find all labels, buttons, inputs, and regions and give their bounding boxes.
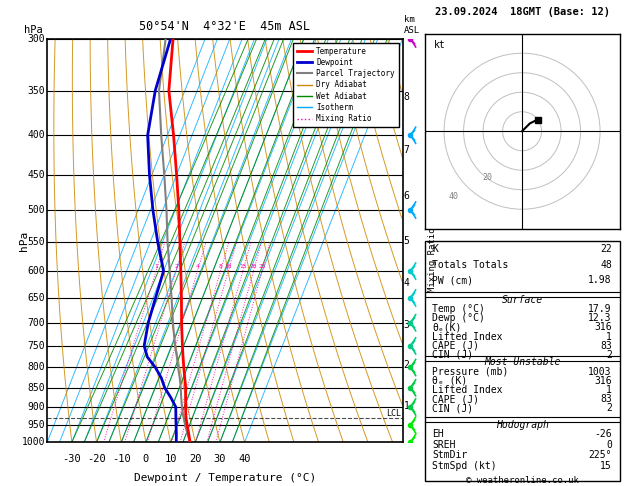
Text: Temp (°C): Temp (°C) (432, 304, 485, 314)
Text: 2: 2 (404, 361, 409, 370)
Text: PW (cm): PW (cm) (432, 275, 474, 285)
Text: kt: kt (435, 39, 446, 50)
Text: CIN (J): CIN (J) (432, 350, 474, 360)
Text: 12.3: 12.3 (588, 313, 612, 323)
Text: 700: 700 (28, 318, 45, 328)
Text: hPa: hPa (19, 230, 29, 251)
Text: 225°: 225° (588, 451, 612, 460)
Text: 1000: 1000 (22, 437, 45, 447)
Text: 15: 15 (239, 264, 247, 269)
Text: 1: 1 (606, 385, 612, 395)
Text: K: K (432, 244, 438, 254)
Text: 650: 650 (28, 293, 45, 303)
Text: 17.9: 17.9 (588, 304, 612, 314)
Text: 20: 20 (189, 454, 201, 464)
Text: EH: EH (432, 429, 444, 439)
Text: StmDir: StmDir (432, 451, 467, 460)
Text: 48: 48 (600, 260, 612, 270)
Text: 1: 1 (606, 331, 612, 342)
Text: CIN (J): CIN (J) (432, 403, 474, 413)
Text: 800: 800 (28, 363, 45, 372)
Text: Dewpoint / Temperature (°C): Dewpoint / Temperature (°C) (134, 472, 316, 483)
Text: StmSpd (kt): StmSpd (kt) (432, 461, 497, 471)
Text: 300: 300 (28, 34, 45, 44)
Text: 4: 4 (404, 278, 409, 288)
Text: 350: 350 (28, 86, 45, 96)
Text: 0: 0 (606, 440, 612, 450)
Text: Lifted Index: Lifted Index (432, 331, 503, 342)
Text: -20: -20 (87, 454, 106, 464)
Text: 40: 40 (238, 454, 251, 464)
Text: θₑ (K): θₑ (K) (432, 376, 467, 386)
Text: 500: 500 (28, 205, 45, 215)
Text: 30: 30 (214, 454, 226, 464)
Text: 2: 2 (606, 403, 612, 413)
Text: Hodograph: Hodograph (496, 419, 548, 430)
Text: SREH: SREH (432, 440, 456, 450)
Text: 600: 600 (28, 266, 45, 276)
Text: 20: 20 (482, 173, 492, 182)
Text: 316: 316 (594, 376, 612, 386)
Text: 8: 8 (219, 264, 223, 269)
Text: 450: 450 (28, 170, 45, 180)
Text: CAPE (J): CAPE (J) (432, 394, 479, 404)
Text: 22: 22 (600, 244, 612, 254)
Text: 83: 83 (600, 394, 612, 404)
Text: 7: 7 (404, 145, 409, 155)
Text: 950: 950 (28, 420, 45, 430)
Text: 4: 4 (196, 264, 199, 269)
Text: Lifted Index: Lifted Index (432, 385, 503, 395)
Text: 40: 40 (449, 192, 459, 202)
Text: Mixing Ratio (g/kg): Mixing Ratio (g/kg) (428, 190, 437, 292)
Text: Surface: Surface (501, 295, 543, 305)
Text: km
ASL: km ASL (404, 16, 420, 35)
Text: -10: -10 (112, 454, 131, 464)
Text: 850: 850 (28, 383, 45, 393)
Text: -30: -30 (62, 454, 81, 464)
Text: 5: 5 (404, 236, 409, 246)
Text: 1003: 1003 (588, 366, 612, 377)
Text: 750: 750 (28, 341, 45, 351)
Text: 400: 400 (28, 130, 45, 140)
Text: 10: 10 (225, 264, 232, 269)
Text: 25: 25 (258, 264, 265, 269)
Text: 316: 316 (594, 322, 612, 332)
Text: 2: 2 (174, 264, 178, 269)
Text: -26: -26 (594, 429, 612, 439)
Text: 1.98: 1.98 (588, 275, 612, 285)
Text: Most Unstable: Most Unstable (484, 357, 560, 367)
Text: CAPE (J): CAPE (J) (432, 341, 479, 351)
Text: 1: 1 (154, 264, 158, 269)
Text: 10: 10 (164, 454, 177, 464)
Text: θₑ(K): θₑ(K) (432, 322, 462, 332)
Text: Pressure (mb): Pressure (mb) (432, 366, 509, 377)
Text: 1: 1 (404, 401, 409, 411)
Text: 3: 3 (404, 320, 409, 330)
Text: hPa: hPa (24, 25, 43, 35)
Text: 2: 2 (606, 350, 612, 360)
Text: 20: 20 (250, 264, 257, 269)
Text: 83: 83 (600, 341, 612, 351)
Text: 550: 550 (28, 237, 45, 247)
Text: 6: 6 (404, 191, 409, 201)
Text: 23.09.2024  18GMT (Base: 12): 23.09.2024 18GMT (Base: 12) (435, 7, 610, 17)
Text: 900: 900 (28, 402, 45, 412)
Text: 0: 0 (143, 454, 149, 464)
Text: 8: 8 (404, 92, 409, 102)
Text: Dewp (°C): Dewp (°C) (432, 313, 485, 323)
Legend: Temperature, Dewpoint, Parcel Trajectory, Dry Adiabat, Wet Adiabat, Isotherm, Mi: Temperature, Dewpoint, Parcel Trajectory… (293, 43, 399, 127)
Text: Totals Totals: Totals Totals (432, 260, 509, 270)
Text: 15: 15 (600, 461, 612, 471)
Text: 50°54'N  4°32'E  45m ASL: 50°54'N 4°32'E 45m ASL (140, 20, 310, 33)
Text: LCL: LCL (387, 409, 401, 418)
Text: © weatheronline.co.uk: © weatheronline.co.uk (465, 475, 579, 485)
